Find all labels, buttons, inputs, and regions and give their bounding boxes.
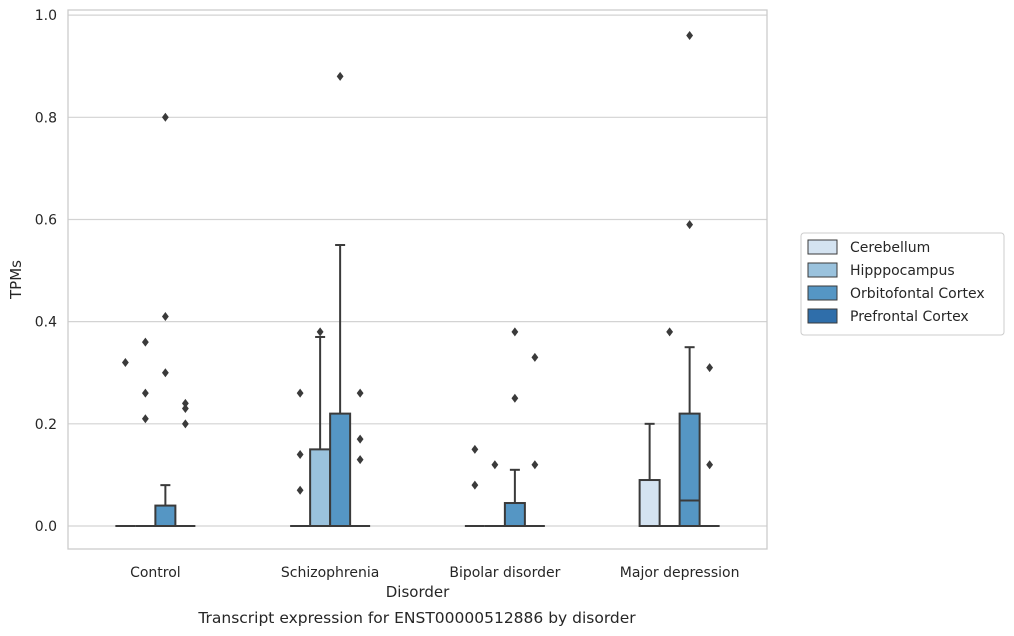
legend-swatch (807, 239, 838, 255)
outlier-point (706, 460, 714, 470)
outlier-point (686, 220, 694, 230)
y-tick-label: 1.0 (35, 8, 57, 24)
outlier-point (511, 393, 519, 403)
outlier-point (181, 404, 189, 414)
y-axis-title: TPMs (7, 260, 25, 300)
outlier-point (686, 31, 694, 41)
x-axis-title: Disorder (386, 583, 450, 601)
legend-label: Hipppocampus (850, 263, 955, 279)
x-tick-label: Bipolar disorder (449, 565, 560, 581)
legend-swatch (807, 285, 838, 301)
y-tick-label: 0.2 (35, 417, 57, 433)
outlier-point (511, 327, 519, 337)
box-orbitofontal-cortex (678, 346, 701, 528)
outlier-point (181, 419, 189, 429)
legend-label: Orbitofontal Cortex (850, 286, 985, 302)
outlier-point (336, 71, 344, 81)
box-body (503, 502, 526, 528)
y-tick-label: 0.6 (35, 212, 57, 228)
y-tick-labels: 0.0 0.2 0.4 0.6 0.8 1.0 (35, 8, 57, 535)
box-orbitofontal-cortex (329, 244, 352, 528)
outlier-point (161, 312, 169, 322)
outlier-point (141, 388, 149, 398)
outlier-point (491, 460, 499, 470)
legend: Cerebellum Hipppocampus Orbitofontal Corte… (800, 232, 1005, 336)
outlier-point (531, 352, 539, 362)
y-tick-label: 0.8 (35, 110, 57, 126)
outlier-point (181, 398, 189, 408)
x-tick-label: Schizophrenia (281, 565, 379, 581)
outlier-point (471, 444, 479, 454)
outlier-point (356, 455, 364, 465)
grid-lines (68, 14, 767, 527)
box-body (678, 412, 701, 528)
legend-swatch (807, 308, 838, 324)
y-tick-label: 0.0 (35, 519, 57, 535)
outlier-point (296, 449, 304, 459)
legend-swatch (807, 262, 838, 278)
box-orbitofontal-cortex (154, 484, 177, 528)
outlier-point (121, 358, 129, 368)
boxes (115, 244, 720, 528)
outlier-point (296, 388, 304, 398)
legend-label: Prefrontal Cortex (850, 309, 969, 325)
outlier-point (316, 327, 324, 337)
box-orbitofontal-cortex (503, 468, 526, 528)
outliers (121, 31, 714, 495)
box-hipppocampus (309, 335, 332, 528)
outlier-point (161, 368, 169, 378)
box-body (154, 504, 177, 528)
outlier-point (141, 337, 149, 347)
legend-label: Cerebellum (850, 240, 930, 256)
y-tick-label: 0.4 (35, 315, 57, 331)
outlier-point (706, 363, 714, 373)
outlier-point (531, 460, 539, 470)
outlier-point (141, 414, 149, 424)
box-body (638, 479, 661, 528)
outlier-point (356, 388, 364, 398)
outlier-point (356, 434, 364, 444)
outlier-point (471, 480, 479, 490)
outlier-point (666, 327, 674, 337)
box-body (309, 448, 332, 528)
x-tick-label: Major depression (620, 565, 740, 581)
outlier-point (296, 485, 304, 495)
x-tick-label: Control (130, 565, 181, 581)
outlier-point (161, 112, 169, 122)
x-tick-labels: Control Schizophrenia Bipolar disorder Majo… (130, 565, 739, 581)
box-body (329, 412, 352, 528)
box-cerebellum (638, 422, 661, 528)
legend-frame (800, 232, 1005, 336)
chart-caption: Transcript expression for ENST0000051288… (197, 609, 636, 627)
plot-frame (67, 9, 768, 550)
